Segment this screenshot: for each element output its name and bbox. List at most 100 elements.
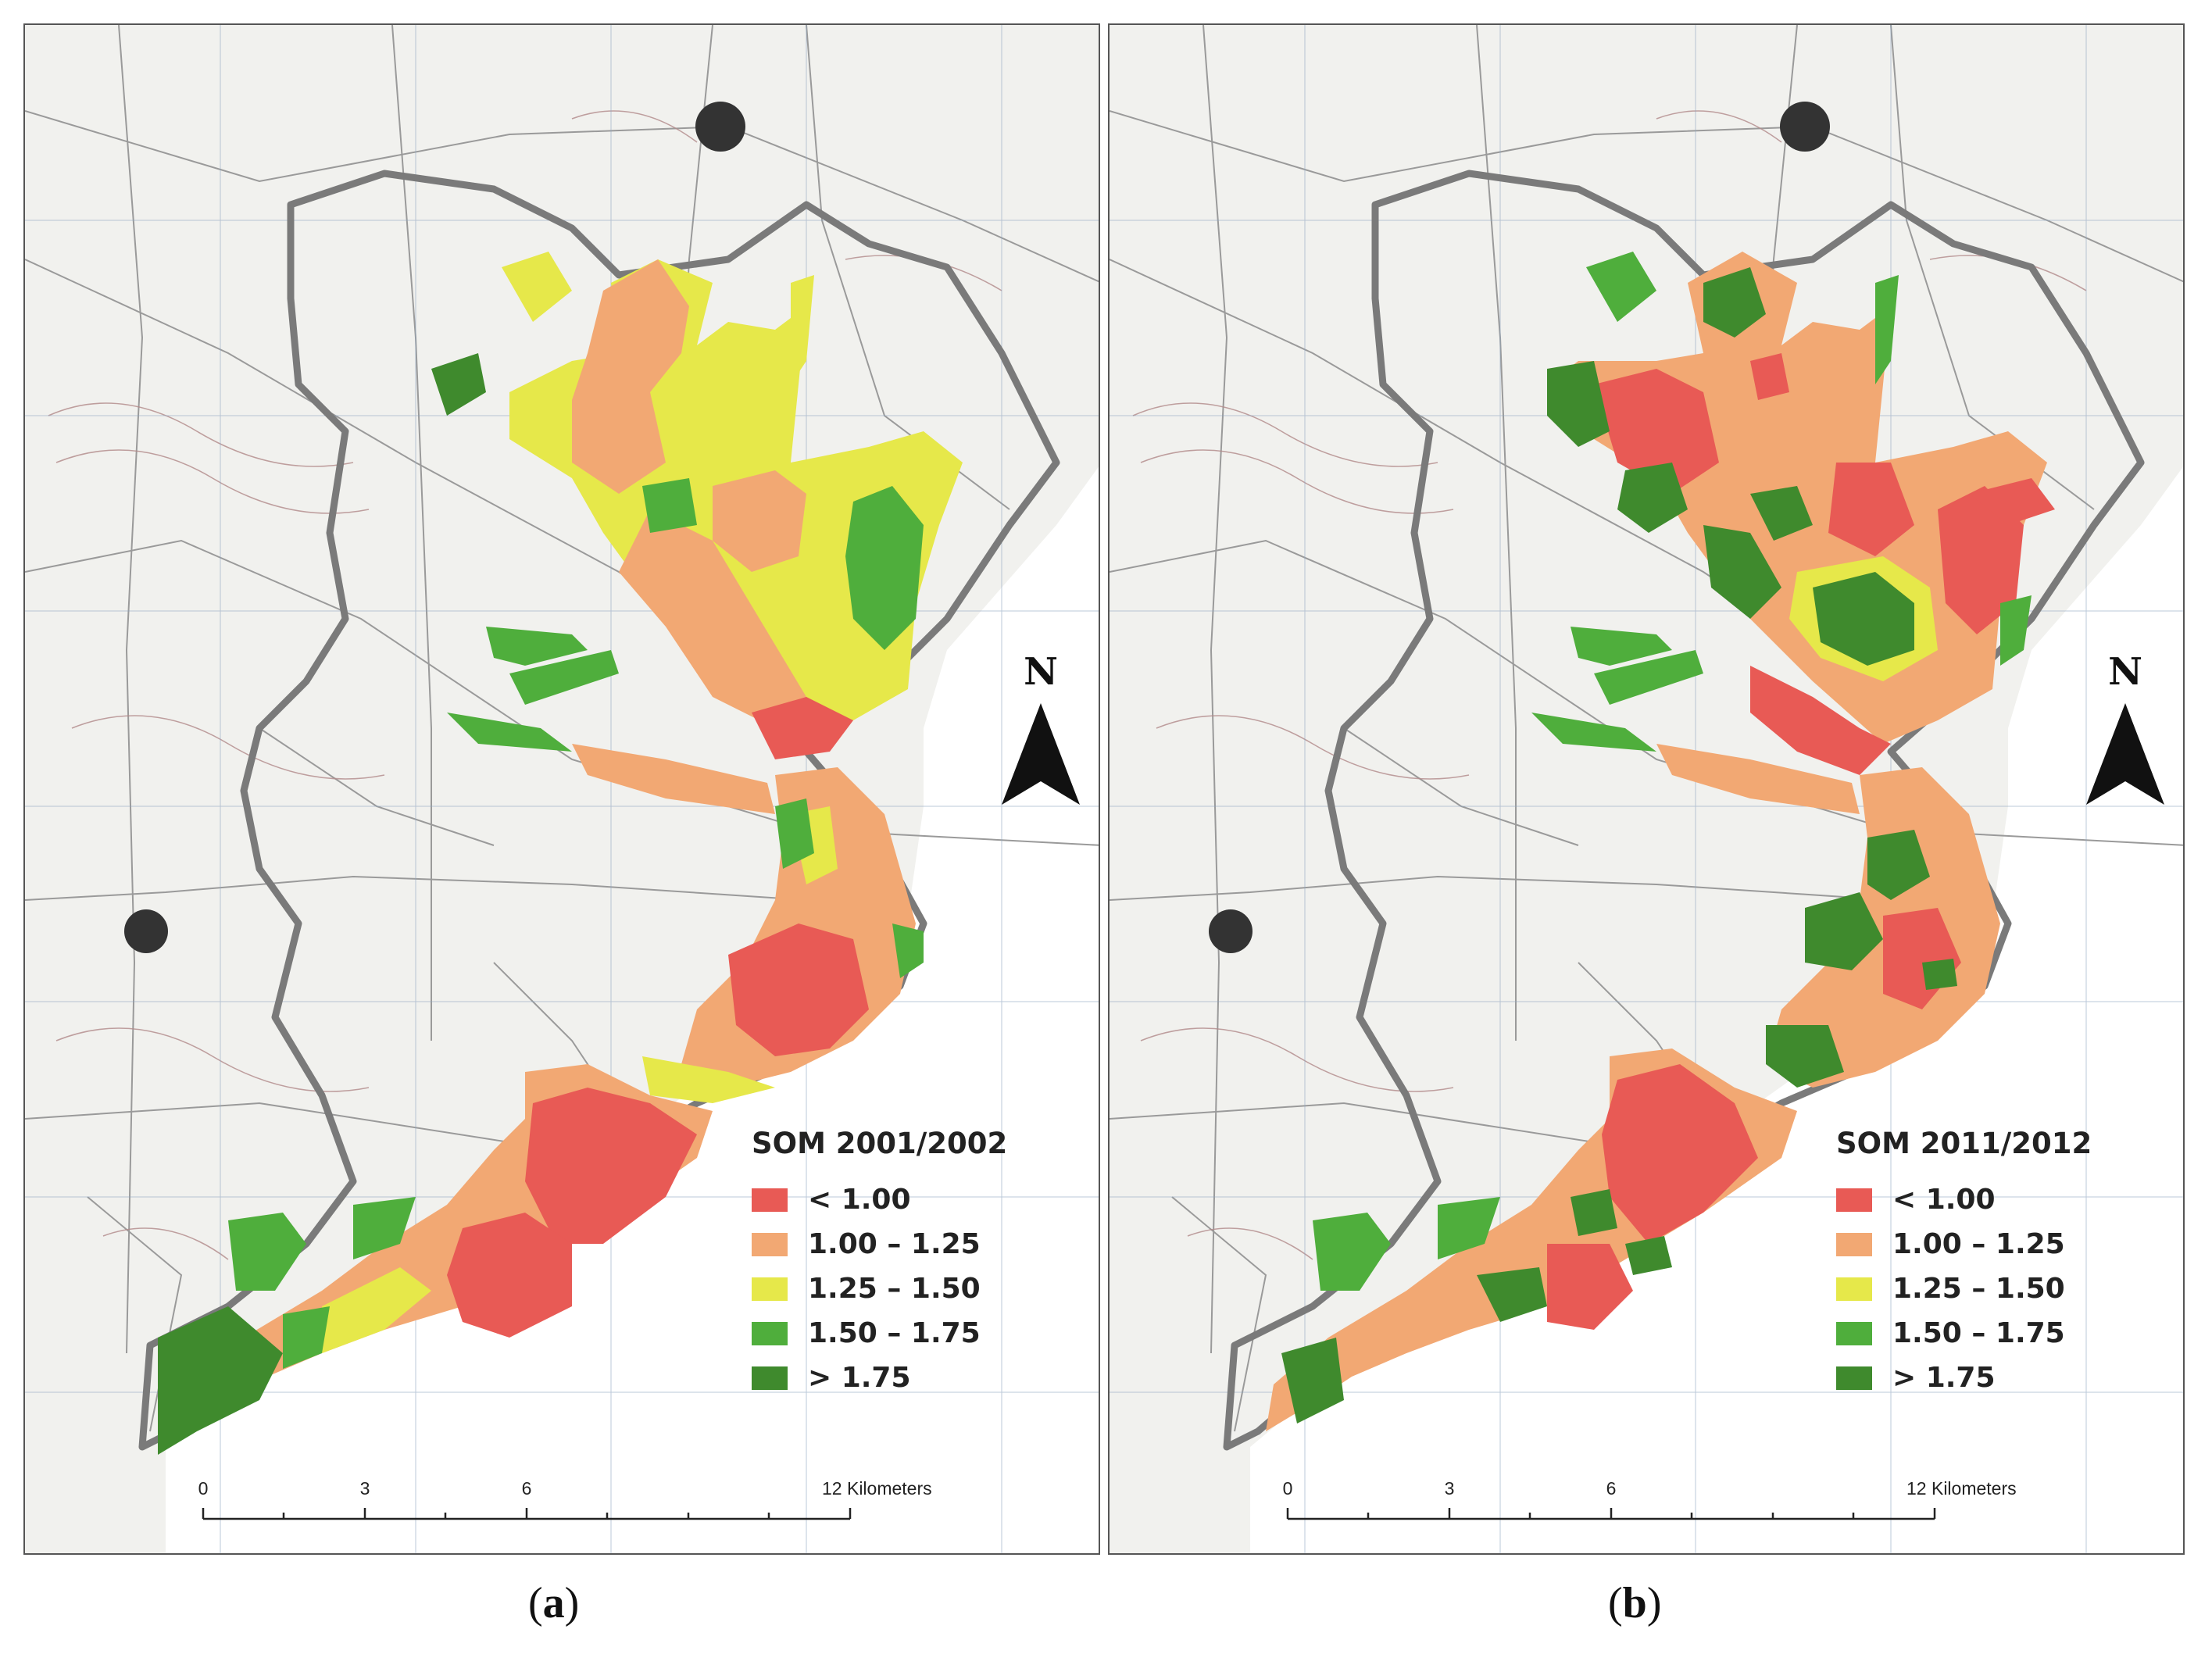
som-zones-a [158,252,963,1455]
zone-1-50-1-75 [1438,1197,1500,1259]
zone-1-50-1-75 [486,627,588,666]
zone-gt-1-75 [1805,892,1883,970]
zone-1-50-1-75 [1531,713,1656,752]
caption-paren-open: ( [528,1579,543,1627]
sea-area [1250,466,2183,1553]
zone-1-50-1-75 [1586,252,1656,322]
legend-swatch [752,1321,788,1345]
legend-label: 1.00 – 1.25 [1892,1228,2065,1260]
zone-gt-1-75 [1625,1236,1672,1275]
scale-label-3: 3 [1444,1478,1455,1499]
legend-item: < 1.00 [1836,1177,2117,1222]
zone-gt-1-75 [1547,361,1610,447]
zone-gt-1-75 [1813,572,1914,666]
zone-1-00-1-25 [713,470,806,572]
zone-1-25-1-50 [322,1267,431,1353]
legend-swatch [752,1232,788,1256]
zone-1-50-1-75 [1594,650,1703,705]
legend: SOM 2001/2002 < 1.00 1.00 – 1.25 1.25 – … [752,1127,1033,1400]
scale-bar-line [1286,1508,1936,1520]
legend-label: 1.00 – 1.25 [808,1228,981,1260]
legend-item: < 1.00 [752,1177,1033,1222]
legend-item: 1.50 – 1.75 [752,1311,1033,1356]
zone-1-50-1-75 [353,1197,416,1259]
legend-swatch [1836,1232,1872,1256]
legend-title: SOM 2001/2002 [752,1127,1008,1160]
zone-gt-1-75 [1703,525,1781,619]
zone-1-50-1-75 [228,1213,306,1291]
zone-lt-1-00 [1750,666,1891,775]
basemap-contours [1132,110,2087,1260]
legend-swatch [1836,1366,1872,1390]
legend-label: 1.25 – 1.50 [1892,1273,2065,1305]
scale-label-0: 0 [198,1478,209,1499]
zone-gt-1-75 [158,1306,283,1455]
town-west [1209,909,1253,953]
zone-lt-1-00 [1828,463,1914,556]
zone-lt-1-00 [447,1213,572,1338]
zone-gt-1-75 [431,353,486,416]
zone-1-50-1-75 [775,798,814,869]
town-north [1780,102,1830,152]
zone-lt-1-00 [1602,1064,1758,1244]
scale-units: 12 Kilometers [822,1478,932,1499]
legend-label: < 1.00 [808,1184,911,1216]
legend-swatch [752,1277,788,1301]
map-panel-b: N SOM 2011/2012 < 1.00 1.00 – 1.25 1.25 … [1108,23,2185,1555]
panel-caption-a: (a) [528,1578,579,1628]
caption-paren-close: ) [564,1579,580,1627]
legend-item: 1.00 – 1.25 [752,1222,1033,1266]
scale-label-0: 0 [1282,1478,1293,1499]
legend-item: 1.25 – 1.50 [1836,1266,2117,1311]
legend: SOM 2011/2012 < 1.00 1.00 – 1.25 1.25 – … [1836,1127,2117,1400]
legend-item: 1.50 – 1.75 [1836,1311,2117,1356]
zone-lt-1-00 [1750,353,1789,400]
zone-1-50-1-75 [283,1306,330,1369]
legend-item: > 1.75 [1836,1356,2117,1400]
north-arrow-icon [1002,703,1080,805]
scale-label-6: 6 [1606,1478,1617,1499]
som-zones-b [1266,252,2055,1431]
zone-1-00-1-25 [572,259,689,494]
zone-1-50-1-75 [642,478,697,533]
zone-1-50-1-75 [1571,627,1672,666]
caption-letter: a [542,1579,565,1627]
zone-gt-1-75 [1477,1267,1547,1322]
zone-1-25-1-50 [642,1056,775,1103]
zone-lt-1-00 [752,697,853,759]
caption-paren-close: ) [1646,1579,1662,1627]
legend-swatch [752,1366,788,1390]
zone-gt-1-75 [1281,1338,1344,1424]
legend-label: > 1.75 [1892,1362,1996,1394]
caption-letter: b [1622,1579,1647,1627]
scale-bar: 0 3 6 12 Kilometers [197,1478,932,1541]
north-arrow: N [2086,650,2164,806]
map-panel-a: N SOM 2001/2002 < 1.00 1.00 – 1.25 1.25 … [23,23,1100,1555]
zone-lt-1-00 [728,923,869,1056]
legend-swatch [1836,1321,1872,1345]
zone-1-00-1-25 [572,744,775,814]
town-west [124,909,168,953]
zone-gt-1-75 [1571,1189,1617,1236]
legend-item: 1.00 – 1.25 [1836,1222,2117,1266]
zone-1-50-1-75 [892,923,924,978]
legend-item: > 1.75 [752,1356,1033,1400]
legend-label: 1.50 – 1.75 [1892,1317,2065,1349]
north-label: N [1024,650,1058,694]
zone-1-50-1-75 [1313,1213,1391,1291]
north-label: N [2108,650,2142,694]
zone-lt-1-00 [1969,478,2055,525]
town-north [695,102,745,152]
scale-label-3: 3 [359,1478,370,1499]
zone-1-50-1-75 [447,713,572,752]
scale-units: 12 Kilometers [1906,1478,2017,1499]
map-canvas-b [1110,25,2183,1553]
legend-title: SOM 2011/2012 [1836,1127,2092,1160]
north-arrow: N [1002,650,1080,806]
zone-1-50-1-75 [509,650,619,705]
zone-1-00-1-25 [1656,744,1860,814]
scale-bar: 0 3 6 12 Kilometers [1281,1478,2017,1541]
zone-1-50-1-75 [2000,595,2032,666]
zone-lt-1-00 [525,1088,697,1244]
zone-1-00-1-25 [619,509,806,728]
